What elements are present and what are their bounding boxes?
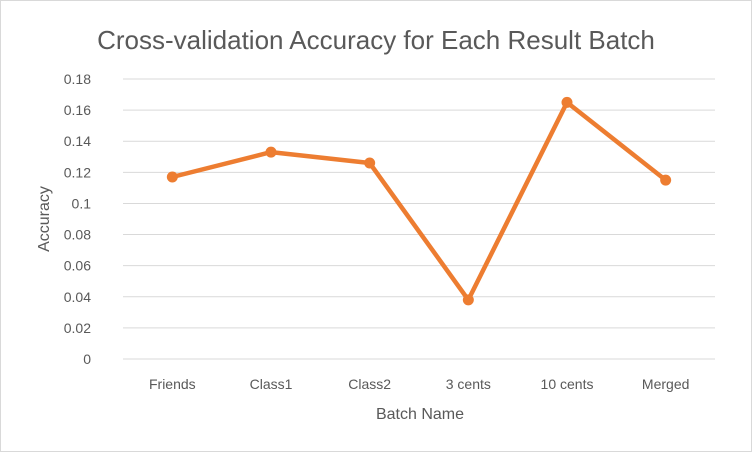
x-tick-label: Class2 xyxy=(348,376,391,392)
y-tick-label: 0.02 xyxy=(64,320,91,336)
y-tick-label: 0.14 xyxy=(64,133,91,149)
y-tick-label: 0.1 xyxy=(72,195,92,211)
y-tick-label: 0.04 xyxy=(64,289,91,305)
data-point xyxy=(166,171,178,183)
chart-title: Cross-validation Accuracy for Each Resul… xyxy=(97,25,655,55)
y-tick-label: 0.16 xyxy=(64,102,91,118)
y-axis-title: Accuracy xyxy=(36,186,53,252)
data-point xyxy=(660,174,672,186)
x-tick-label: Merged xyxy=(642,376,689,392)
data-point xyxy=(364,157,376,169)
gridlines xyxy=(123,78,715,360)
y-tick-label: 0 xyxy=(83,351,91,367)
x-tick-labels: Friends Class1 Class2 3 cents 10 cents Merged xyxy=(149,376,689,392)
series-line xyxy=(170,100,668,303)
y-tick-label: 0.08 xyxy=(64,227,91,243)
series-group xyxy=(166,96,672,306)
y-tick-label: 0.18 xyxy=(64,71,91,87)
x-tick-label: Friends xyxy=(149,376,196,392)
data-point xyxy=(265,146,277,158)
data-point xyxy=(561,96,573,108)
y-tick-label: 0.06 xyxy=(64,258,91,274)
y-tick-labels: 0 0.02 0.04 0.06 0.08 0.1 0.12 0.14 0.16 0.18 xyxy=(64,71,91,367)
x-tick-label: 3 cents xyxy=(446,376,491,392)
y-tick-label: 0.12 xyxy=(64,164,91,180)
data-point xyxy=(462,294,474,306)
x-tick-label: Class1 xyxy=(250,376,293,392)
x-tick-label: 10 cents xyxy=(541,376,594,392)
x-axis-title: Batch Name xyxy=(376,406,464,423)
